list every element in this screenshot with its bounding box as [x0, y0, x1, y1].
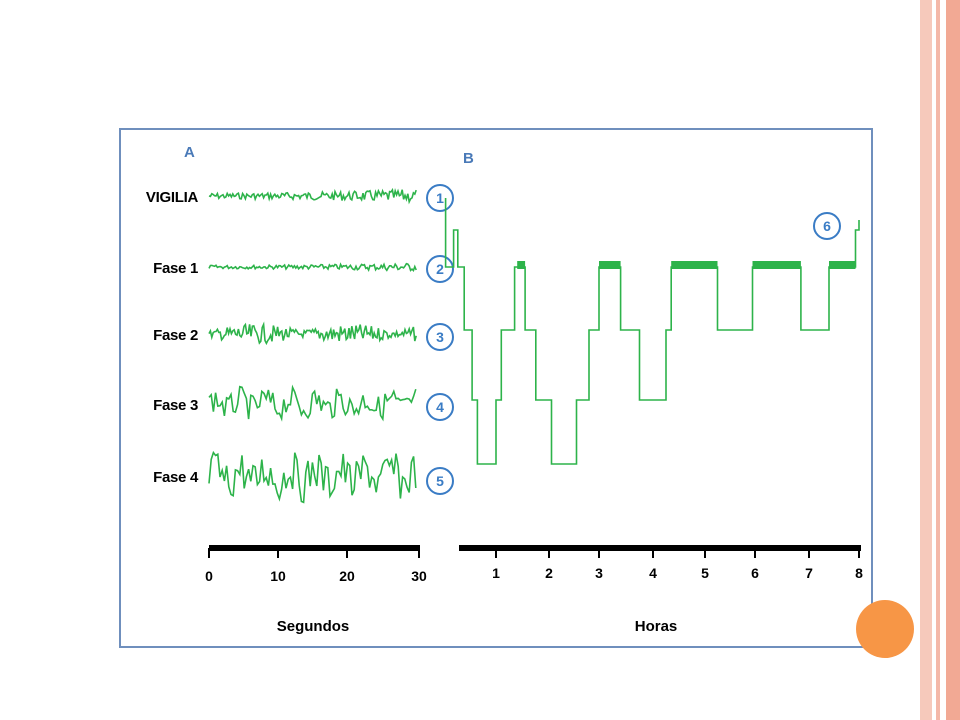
- stage-label-fase-1: Fase 1: [153, 260, 198, 277]
- stage-number-badge-3: 3: [426, 323, 454, 351]
- stage-number-badge-4: 4: [426, 393, 454, 421]
- stage-number-badge-5: 5: [426, 467, 454, 495]
- rem-band-4: [752, 261, 801, 269]
- eeg-trace-1: [208, 187, 417, 205]
- eeg-trace-5: [208, 450, 417, 504]
- seconds-tick-10: 10: [270, 568, 286, 584]
- stage-number-badge-6: 6: [813, 212, 841, 240]
- rem-band-1: [517, 261, 526, 269]
- hours-tick-4: 4: [649, 565, 657, 581]
- figure-graphics: [208, 187, 861, 558]
- stage-label-fase-2: Fase 2: [153, 327, 198, 344]
- seconds-axis-title: Segundos: [276, 618, 350, 635]
- hours-tick-3: 3: [595, 565, 603, 581]
- decorative-border-strip: [918, 0, 960, 720]
- panel-a-letter: A: [184, 144, 195, 161]
- hours-tick-1: 1: [492, 565, 500, 581]
- seconds-tick-30: 30: [411, 568, 427, 584]
- stage-label-fase-3: Fase 3: [153, 397, 198, 414]
- hours-tick-5: 5: [701, 565, 709, 581]
- eeg-trace-4: [208, 384, 417, 422]
- hours-tick-8: 8: [855, 565, 863, 581]
- sleep-stages-figure: A B VIGILIA Fase 1 Fase 2 Fase 3 Fase 4 …: [119, 128, 873, 648]
- rem-band-3: [671, 261, 718, 269]
- hours-tick-6: 6: [751, 565, 759, 581]
- rem-band-5: [829, 261, 856, 269]
- hypnogram-line: [444, 198, 860, 465]
- stage-number-badge-2: 2: [426, 255, 454, 283]
- slide-accent-circle: [856, 600, 914, 658]
- hours-axis-title: Horas: [634, 618, 678, 635]
- hours-tick-2: 2: [545, 565, 553, 581]
- eeg-trace-3: [208, 321, 417, 346]
- rem-band-2: [599, 261, 621, 269]
- eeg-trace-2: [208, 262, 417, 272]
- seconds-tick-20: 20: [339, 568, 355, 584]
- stage-label-fase-4: Fase 4: [153, 469, 198, 486]
- stage-number-badge-1: 1: [426, 184, 454, 212]
- hours-tick-7: 7: [805, 565, 813, 581]
- stage-label-vigilia: VIGILIA: [145, 189, 198, 206]
- panel-b-letter: B: [463, 150, 474, 167]
- seconds-tick-0: 0: [205, 568, 213, 584]
